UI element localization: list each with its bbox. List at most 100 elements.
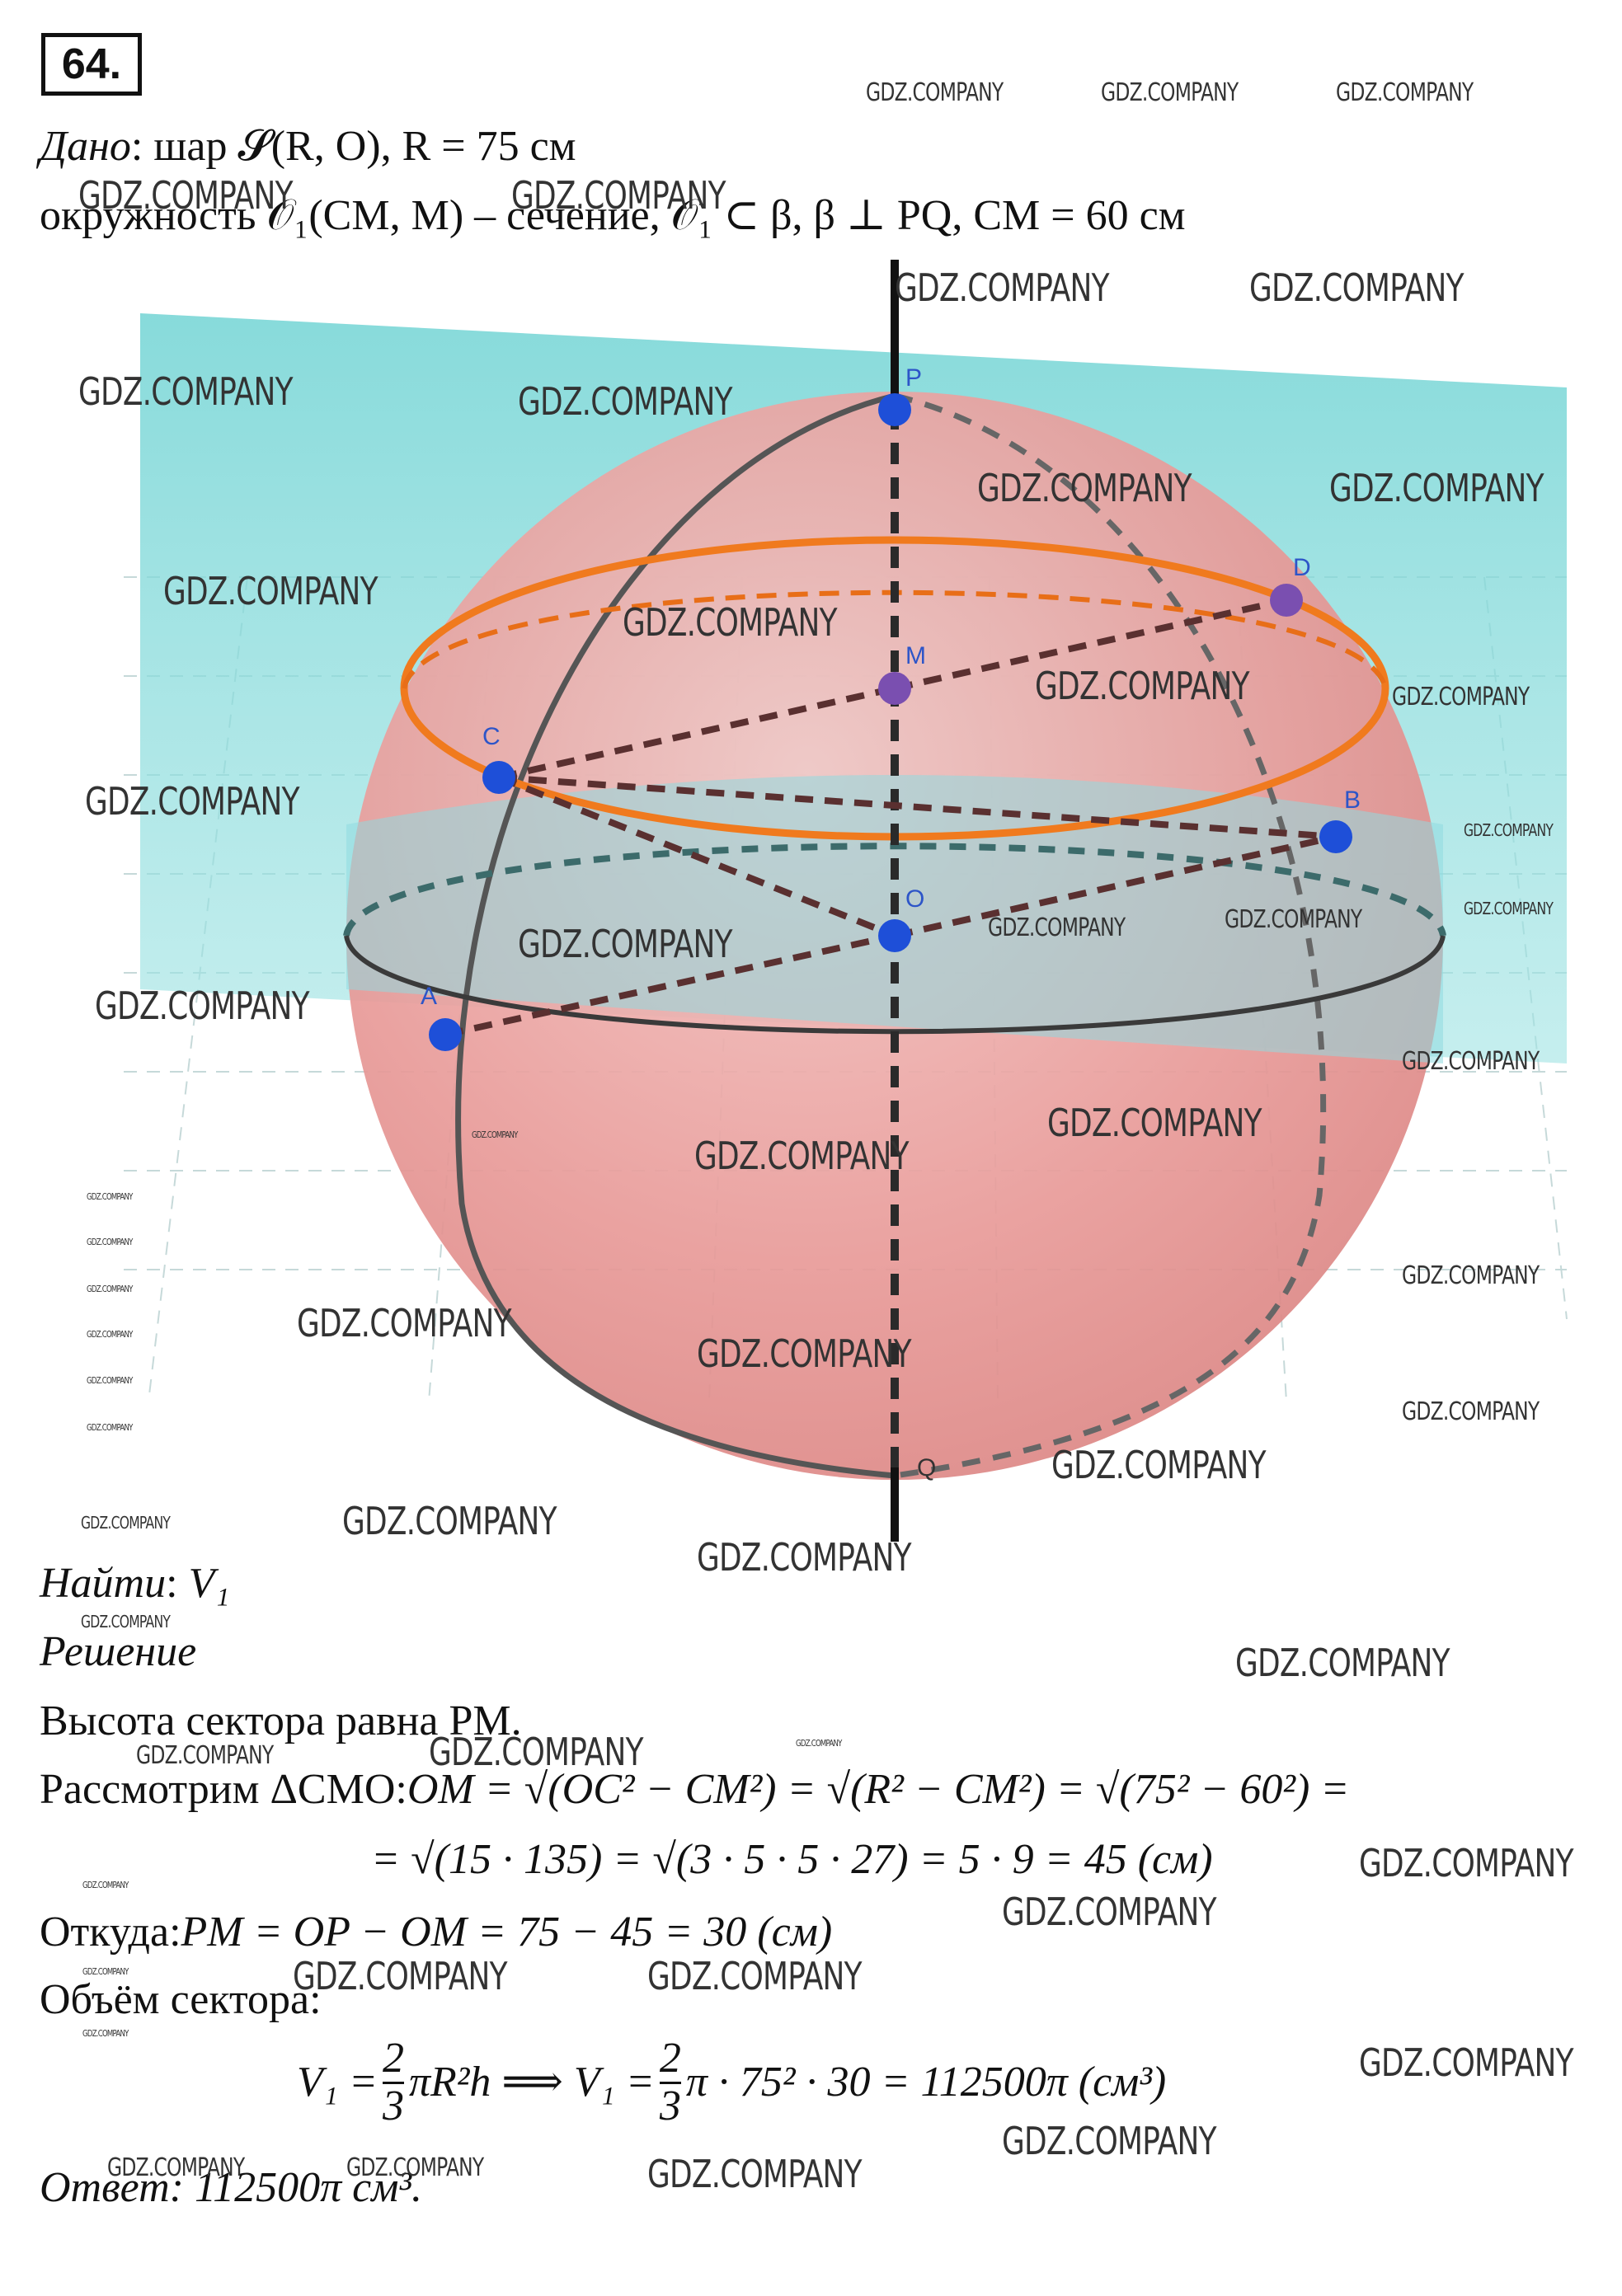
watermark: GDZ.COMPANY	[87, 1284, 133, 1294]
watermark: GDZ.COMPANY	[87, 1329, 133, 1340]
answer-line: Ответ: 112500π см³.	[40, 2167, 422, 2209]
watermark: GDZ.COMPANY	[1047, 1101, 1262, 1145]
label-P: P	[905, 364, 922, 392]
label-B: B	[1344, 786, 1361, 814]
watermark: GDZ.COMPANY	[1249, 265, 1465, 310]
watermark: GDZ.COMPANY	[342, 1499, 557, 1543]
solution-line-5: Объём сектора:	[40, 1976, 322, 2023]
watermark: GDZ.COMPANY	[1464, 820, 1554, 840]
watermark: GDZ.COMPANY	[694, 1134, 910, 1178]
points	[429, 393, 1352, 1051]
watermark: GDZ.COMPANY	[1101, 78, 1239, 107]
watermark: GDZ.COMPANY	[163, 569, 378, 613]
watermark: GDZ.COMPANY	[429, 1730, 644, 1774]
watermark: GDZ.COMPANY	[1035, 664, 1250, 708]
watermark: GDZ.COMPANY	[697, 1331, 912, 1376]
watermark: GDZ.COMPANY	[1359, 1841, 1574, 1885]
frac-num-1: 2	[382, 2035, 404, 2082]
frac-den-1: 3	[382, 2082, 404, 2129]
given-line-2: окружность 𝒪₁(CM, M) – сечение, 𝒪₁ ⊂ β, …	[40, 192, 1186, 239]
volume-rhs: π · 75² · 30 = 112500π (см³)	[685, 2059, 1167, 2106]
given-sphere-text: : шар 𝓢(R, O), R = 75 см	[130, 123, 576, 170]
watermark: GDZ.COMPANY	[82, 2028, 129, 2039]
meridian-back	[894, 392, 1327, 1479]
watermark: GDZ.COMPANY	[81, 1513, 171, 1533]
watermark: GDZ.COMPANY	[82, 1966, 129, 1977]
watermark: GDZ.COMPANY	[346, 2153, 484, 2182]
watermark: GDZ.COMPANY	[78, 369, 294, 414]
watermark: GDZ.COMPANY	[1329, 466, 1544, 510]
watermark: GDZ.COMPANY	[623, 600, 838, 645]
watermark: GDZ.COMPANY	[85, 779, 300, 824]
watermark: GDZ.COMPANY	[988, 913, 1126, 942]
label-D: D	[1293, 554, 1311, 581]
point-B	[1319, 820, 1352, 853]
watermark: GDZ.COMPANY	[511, 173, 726, 218]
watermark: GDZ.COMPANY	[866, 78, 1004, 107]
watermark: GDZ.COMPANY	[82, 1880, 129, 1890]
watermark: GDZ.COMPANY	[472, 1129, 518, 1140]
find-line: Найти: V₁	[40, 1562, 229, 1605]
watermark: GDZ.COMPANY	[1392, 683, 1530, 711]
watermark: GDZ.COMPANY	[87, 1191, 133, 1202]
watermark: GDZ.COMPANY	[796, 1738, 842, 1749]
radii	[444, 597, 1337, 1038]
answer-label: Ответ:	[40, 2164, 184, 2211]
point-D	[1270, 584, 1303, 617]
answer-value: 112500π см³.	[194, 2164, 422, 2211]
label-M: M	[905, 642, 926, 669]
watermark: GDZ.COMPANY	[87, 1375, 133, 1386]
watermark: GDZ.COMPANY	[1402, 1261, 1540, 1290]
watermark: GDZ.COMPANY	[1225, 905, 1362, 934]
solution-line-4-prefix: Откуда:	[40, 1909, 181, 1956]
watermark: GDZ.COMPANY	[1359, 2040, 1574, 2085]
point-A	[429, 1018, 462, 1051]
watermark: GDZ.COMPANY	[87, 1237, 133, 1247]
solution-line-2-prefix: Рассмотрим ΔCMO:	[40, 1766, 407, 1813]
point-P	[878, 393, 911, 426]
frac-bar-2	[659, 2081, 681, 2084]
point-O	[878, 919, 911, 952]
sphere-figure: P D M C B O A Q	[124, 260, 1568, 1542]
solution-label: Решение	[40, 1628, 197, 1675]
solution-line-4: Откуда:PM = OP − OM = 75 − 45 = 30 (см)	[40, 1911, 832, 1954]
find-value: V₁	[188, 1560, 230, 1607]
solution-line-2-formula: OM = √(OC² − CM²) = √(R² − CM²) = √(75² …	[407, 1766, 1350, 1813]
frac-bar-1	[382, 2081, 404, 2084]
meridian-front	[455, 392, 896, 1479]
watermark: GDZ.COMPANY	[107, 2153, 245, 2182]
watermark: GDZ.COMPANY	[78, 173, 294, 218]
label-O: O	[905, 885, 924, 913]
point-C	[482, 761, 515, 794]
find-colon: :	[166, 1560, 189, 1607]
watermark: GDZ.COMPANY	[95, 984, 310, 1028]
volume-lhs: V₁ =	[297, 2059, 378, 2106]
watermark: GDZ.COMPANY	[647, 1954, 863, 1998]
watermark: GDZ.COMPANY	[81, 1612, 171, 1632]
solution-line-1: Высота сектора равна PM.	[40, 1697, 522, 1744]
watermark: GDZ.COMPANY	[895, 265, 1110, 310]
solution-line-2: Рассмотрим ΔCMO:OM = √(OC² − CM²) = √(R²…	[40, 1768, 1349, 1811]
watermark: GDZ.COMPANY	[1402, 1397, 1540, 1426]
label-A: A	[421, 983, 437, 1010]
watermark: GDZ.COMPANY	[293, 1954, 508, 1998]
label-C: C	[482, 723, 501, 750]
find-label: Найти	[40, 1560, 167, 1607]
frac-num-2: 2	[659, 2035, 681, 2082]
watermark: GDZ.COMPANY	[87, 1422, 133, 1433]
watermark: GDZ.COMPANY	[518, 922, 733, 966]
point-M	[878, 672, 911, 705]
watermark: GDZ.COMPANY	[1051, 1443, 1267, 1487]
watermark: GDZ.COMPANY	[297, 1301, 512, 1345]
problem-number: 64.	[41, 33, 142, 96]
watermark: GDZ.COMPANY	[1464, 899, 1554, 918]
volume-mid: πR²h ⟹ V₁ =	[408, 2059, 655, 2106]
given-label: Дано	[40, 123, 131, 170]
label-Q: Q	[917, 1454, 936, 1481]
watermark: GDZ.COMPANY	[1002, 2119, 1217, 2163]
watermark: GDZ.COMPANY	[1402, 1047, 1540, 1076]
watermark: GDZ.COMPANY	[1336, 78, 1474, 107]
